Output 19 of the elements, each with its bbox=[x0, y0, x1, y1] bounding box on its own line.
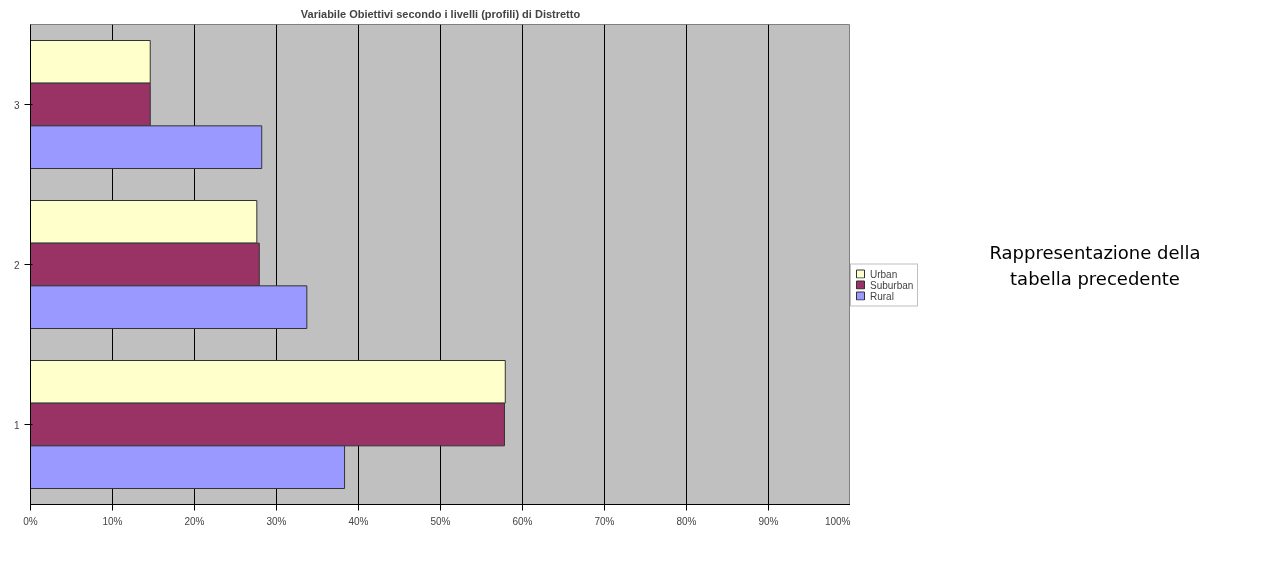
y-tick-label: 2 bbox=[13, 259, 20, 271]
chart-title: Variabile Obiettivi secondo i livelli (profili) di Distretto bbox=[300, 7, 581, 20]
legend-label: Urban bbox=[870, 268, 898, 279]
x-tick-label: 80% bbox=[676, 515, 697, 527]
text: Rappresentazione della tabella precedente bbox=[988, 241, 1202, 291]
y-tick-label: 1 bbox=[13, 419, 20, 431]
x-tick-label: 50% bbox=[430, 515, 451, 527]
legend-label: Suburban bbox=[870, 279, 914, 290]
legend-label: Rural bbox=[870, 290, 894, 301]
x-tick-label: 70% bbox=[594, 515, 615, 527]
x-tick-label: 20% bbox=[184, 515, 205, 527]
x-tick-label: 90% bbox=[758, 515, 779, 527]
x-tick-label: 60% bbox=[512, 515, 533, 527]
x-tick-label: 30% bbox=[266, 515, 287, 527]
y-tick-label: 3 bbox=[13, 99, 20, 111]
x-tick-label: 10% bbox=[102, 515, 123, 527]
x-tick-label: 40% bbox=[348, 515, 369, 527]
x-tick-label: 0% bbox=[23, 515, 38, 527]
x-tick-label: 100% bbox=[824, 515, 851, 527]
